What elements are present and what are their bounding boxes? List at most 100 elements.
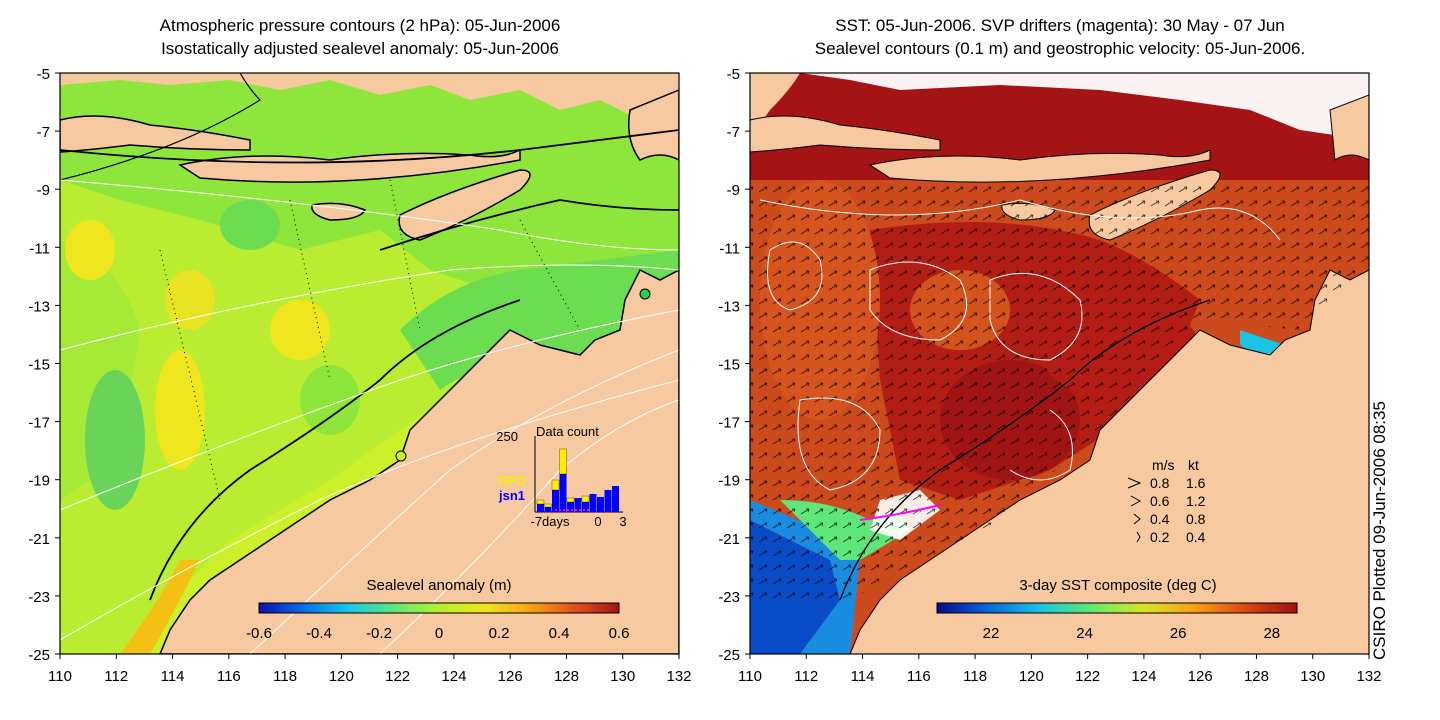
velocity-key-ms: 0.4 <box>1150 511 1170 527</box>
inset-bar-jsn1 <box>567 502 574 512</box>
y-tick-label: -7 <box>727 124 740 141</box>
velocity-key-kt: 1.6 <box>1186 475 1206 491</box>
right-colorbar: 3-day SST composite (deg C) 22 24 26 28 <box>936 577 1298 642</box>
y-tick-label: -25 <box>718 647 740 664</box>
y-tick-label: -7 <box>37 124 50 141</box>
colorbar-tick-label: 26 <box>1170 625 1187 642</box>
left-colorbar: Sealevel anomaly (m) -0.6 -0.4 -0.2 0 0.2 0.4… <box>246 577 629 642</box>
inset-bar-jsn1 <box>552 490 559 512</box>
right-y-axis: -5 -7 -9 -11 -13 -15 -17 -19 -21 -23 -25 <box>718 66 750 664</box>
colorbar-tick-label: 0.2 <box>489 625 510 642</box>
y-tick-label: -15 <box>28 357 50 374</box>
y-tick-label: -23 <box>28 589 50 606</box>
x-tick-label: 118 <box>273 668 297 685</box>
timor-island <box>398 169 531 241</box>
colorbar-tick-label: 22 <box>983 625 1000 642</box>
x-tick-label: 124 <box>1131 668 1156 685</box>
cloud-mask <box>800 73 1369 140</box>
x-tick-label: 112 <box>794 668 818 685</box>
inset-x-label-start: -7days <box>530 514 570 529</box>
x-tick-label: 114 <box>161 668 185 685</box>
inset-bar-jsn1 <box>589 494 597 512</box>
inset-bar-jsn1 <box>544 507 552 512</box>
y-tick-label: -9 <box>37 182 50 199</box>
x-tick-label: 124 <box>441 668 466 685</box>
x-tick-label: 110 <box>738 668 762 685</box>
inset-x-label-zero: 0 <box>594 514 601 529</box>
australia-land <box>849 269 1369 654</box>
y-tick-label: -19 <box>718 473 740 490</box>
velocity-key-header-ms: m/s <box>1152 457 1175 473</box>
colorbar-tick-label: -0.2 <box>366 625 392 642</box>
colorbar-tick-label: 24 <box>1076 625 1093 642</box>
inset-bar-gfo <box>544 503 552 508</box>
inset-bar-jsn1 <box>612 486 619 512</box>
x-tick-label: 130 <box>1300 668 1325 685</box>
velocity-key-ms: 0.2 <box>1150 529 1170 545</box>
inset-ymax-label: 250 <box>496 429 518 444</box>
inset-bar-jsn1 <box>604 490 612 512</box>
x-tick-label: 120 <box>329 668 354 685</box>
inset-bar-jsn1 <box>597 497 604 512</box>
velocity-key: m/s kt 0.8 1.6 0.6 1.2 0.4 0.8 0.2 0.4 <box>1127 457 1206 545</box>
velocity-key-arrow <box>1136 531 1141 543</box>
sea-anomaly-high-patch <box>155 350 205 470</box>
x-tick-label: 120 <box>1019 668 1044 685</box>
sea-anomaly-low-patch <box>85 370 145 510</box>
legend-jsn1: jsn1 <box>498 488 525 503</box>
inset-bar-gfo <box>536 499 545 505</box>
tide-gauge-marker <box>395 450 407 462</box>
velocity-key-ms: 0.8 <box>1150 475 1170 491</box>
colorbar-tick-label: -0.6 <box>246 625 272 642</box>
right-title-line1: SST: 05-Jun-2006. SVP drifters (magenta)… <box>835 16 1285 35</box>
colorbar-tick-label: -0.4 <box>306 625 332 642</box>
velocity-key-kt: 0.4 <box>1186 529 1206 545</box>
colorbar-tick-label: 0 <box>435 625 443 642</box>
colorbar-tick-label: 0.4 <box>549 625 570 642</box>
y-tick-label: -5 <box>37 66 50 83</box>
inset-bar-gfo <box>581 495 590 503</box>
velocity-key-kt: 1.2 <box>1186 493 1206 509</box>
velocity-key-arrow <box>1127 477 1142 489</box>
inset-bar-jsn1 <box>582 502 589 512</box>
x-tick-label: 128 <box>1244 668 1269 685</box>
colorbar-tick-label: 0.6 <box>609 625 630 642</box>
velocity-key-kt: 0.8 <box>1186 511 1206 527</box>
left-colorbar-label: Sealevel anomaly (m) <box>366 577 511 594</box>
sumba-island <box>311 202 367 221</box>
tide-gauge-marker <box>639 288 651 300</box>
inset-bars <box>536 448 619 512</box>
x-tick-label: 130 <box>610 668 635 685</box>
colorbar-tick-label: 28 <box>1263 625 1280 642</box>
x-tick-label: 126 <box>498 668 523 685</box>
inset-bar-gfo <box>559 448 567 475</box>
left-x-axis: 110 112 114 116 118 120 122 124 126 128 130 132 <box>48 654 692 685</box>
svp-drifter-track <box>859 504 941 521</box>
y-tick-label: -19 <box>28 473 50 490</box>
left-panel-title: Atmospheric pressure contours (2 hPa): 0… <box>20 14 700 60</box>
y-tick-label: -17 <box>28 415 50 432</box>
inset-bar-gfo <box>551 479 560 491</box>
right-map: m/s kt 0.8 1.6 0.6 1.2 0.4 0.8 0.2 0.4 3-day SS… <box>749 72 1370 655</box>
java-sea-land <box>60 73 679 120</box>
velocity-key-ms: 0.6 <box>1150 493 1170 509</box>
inset-bar-jsn1 <box>574 498 582 512</box>
y-tick-label: -21 <box>28 531 50 548</box>
x-tick-label: 126 <box>1188 668 1213 685</box>
y-tick-label: -11 <box>719 240 740 257</box>
velocity-key-arrow <box>1133 513 1141 525</box>
x-tick-label: 116 <box>217 668 241 685</box>
right-colorbar-label: 3-day SST composite (deg C) <box>1019 577 1216 594</box>
y-tick-label: -13 <box>718 298 740 315</box>
inset-bar-jsn1 <box>537 504 544 512</box>
y-tick-label: -17 <box>718 415 740 432</box>
left-title-line2: Isostatically adjusted sealevel anomaly:… <box>161 39 559 58</box>
data-count-inset: Data count 250 GFO jsn1 -7days 0 3 <box>496 424 626 529</box>
inset-bar-jsn1 <box>559 474 567 512</box>
inset-x-label-end: 3 <box>619 514 626 529</box>
x-tick-label: 114 <box>851 668 875 685</box>
x-tick-label: 118 <box>963 668 987 685</box>
geostrophic-velocity-arrows <box>750 180 1369 600</box>
x-tick-label: 122 <box>385 668 410 685</box>
